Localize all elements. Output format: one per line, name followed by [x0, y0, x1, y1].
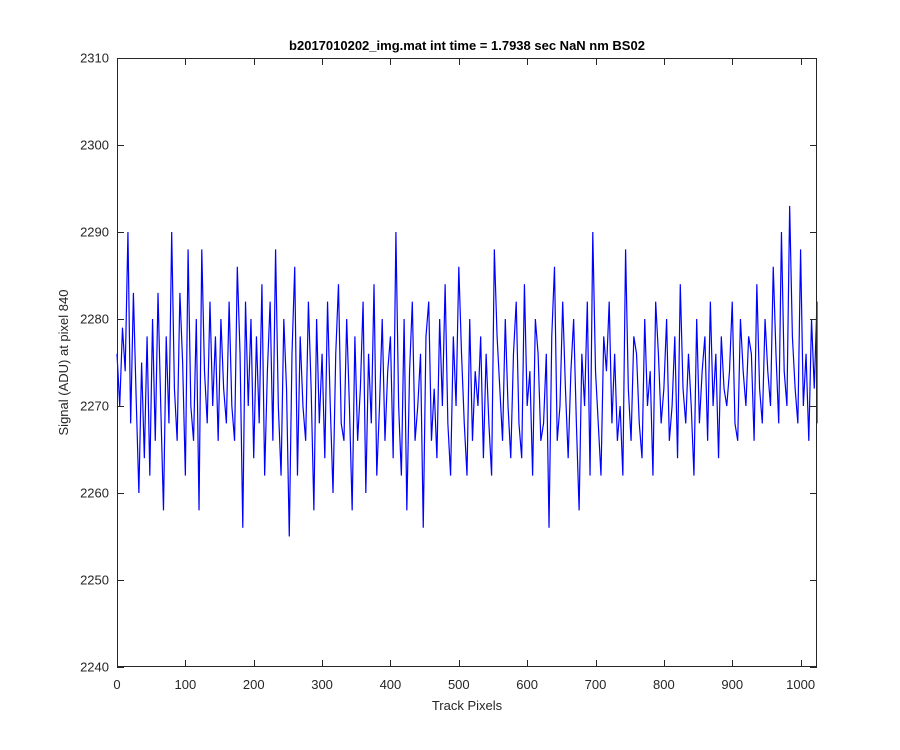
x-tick-label: 1000 — [786, 677, 815, 692]
y-tick-label: 2240 — [80, 660, 109, 675]
chart-title: b2017010202_img.mat int time = 1.7938 se… — [289, 38, 645, 53]
x-tick-label: 300 — [311, 677, 333, 692]
y-axis-ticks: 2240 2250 2260 2270 2280 2290 2300 2310 — [80, 51, 817, 675]
y-tick-label: 2280 — [80, 312, 109, 327]
x-tick-label: 0 — [113, 677, 120, 692]
x-tick-label: 800 — [653, 677, 675, 692]
y-tick-label: 2260 — [80, 486, 109, 501]
series-layer — [116, 205, 818, 537]
x-axis-ticks: 0 100 200 300 400 500 600 700 800 900 1000 — [113, 58, 815, 692]
axes-background — [117, 58, 817, 667]
x-tick-label: 900 — [721, 677, 743, 692]
y-tick-label: 2250 — [80, 573, 109, 588]
axes-box — [117, 58, 817, 667]
y-tick-label: 2270 — [80, 399, 109, 414]
x-tick-label: 100 — [175, 677, 197, 692]
y-axis-label: Signal (ADU) at pixel 840 — [56, 290, 71, 436]
y-tick-label: 2310 — [80, 51, 109, 66]
x-axis-label: Track Pixels — [432, 698, 503, 713]
y-tick-label: 2290 — [80, 225, 109, 240]
x-tick-label: 700 — [585, 677, 607, 692]
y-tick-label: 2300 — [80, 138, 109, 153]
x-tick-label: 200 — [243, 677, 265, 692]
x-tick-label: 400 — [380, 677, 402, 692]
x-tick-label: 600 — [516, 677, 538, 692]
x-tick-label: 500 — [448, 677, 470, 692]
series-line-0 — [116, 205, 818, 537]
